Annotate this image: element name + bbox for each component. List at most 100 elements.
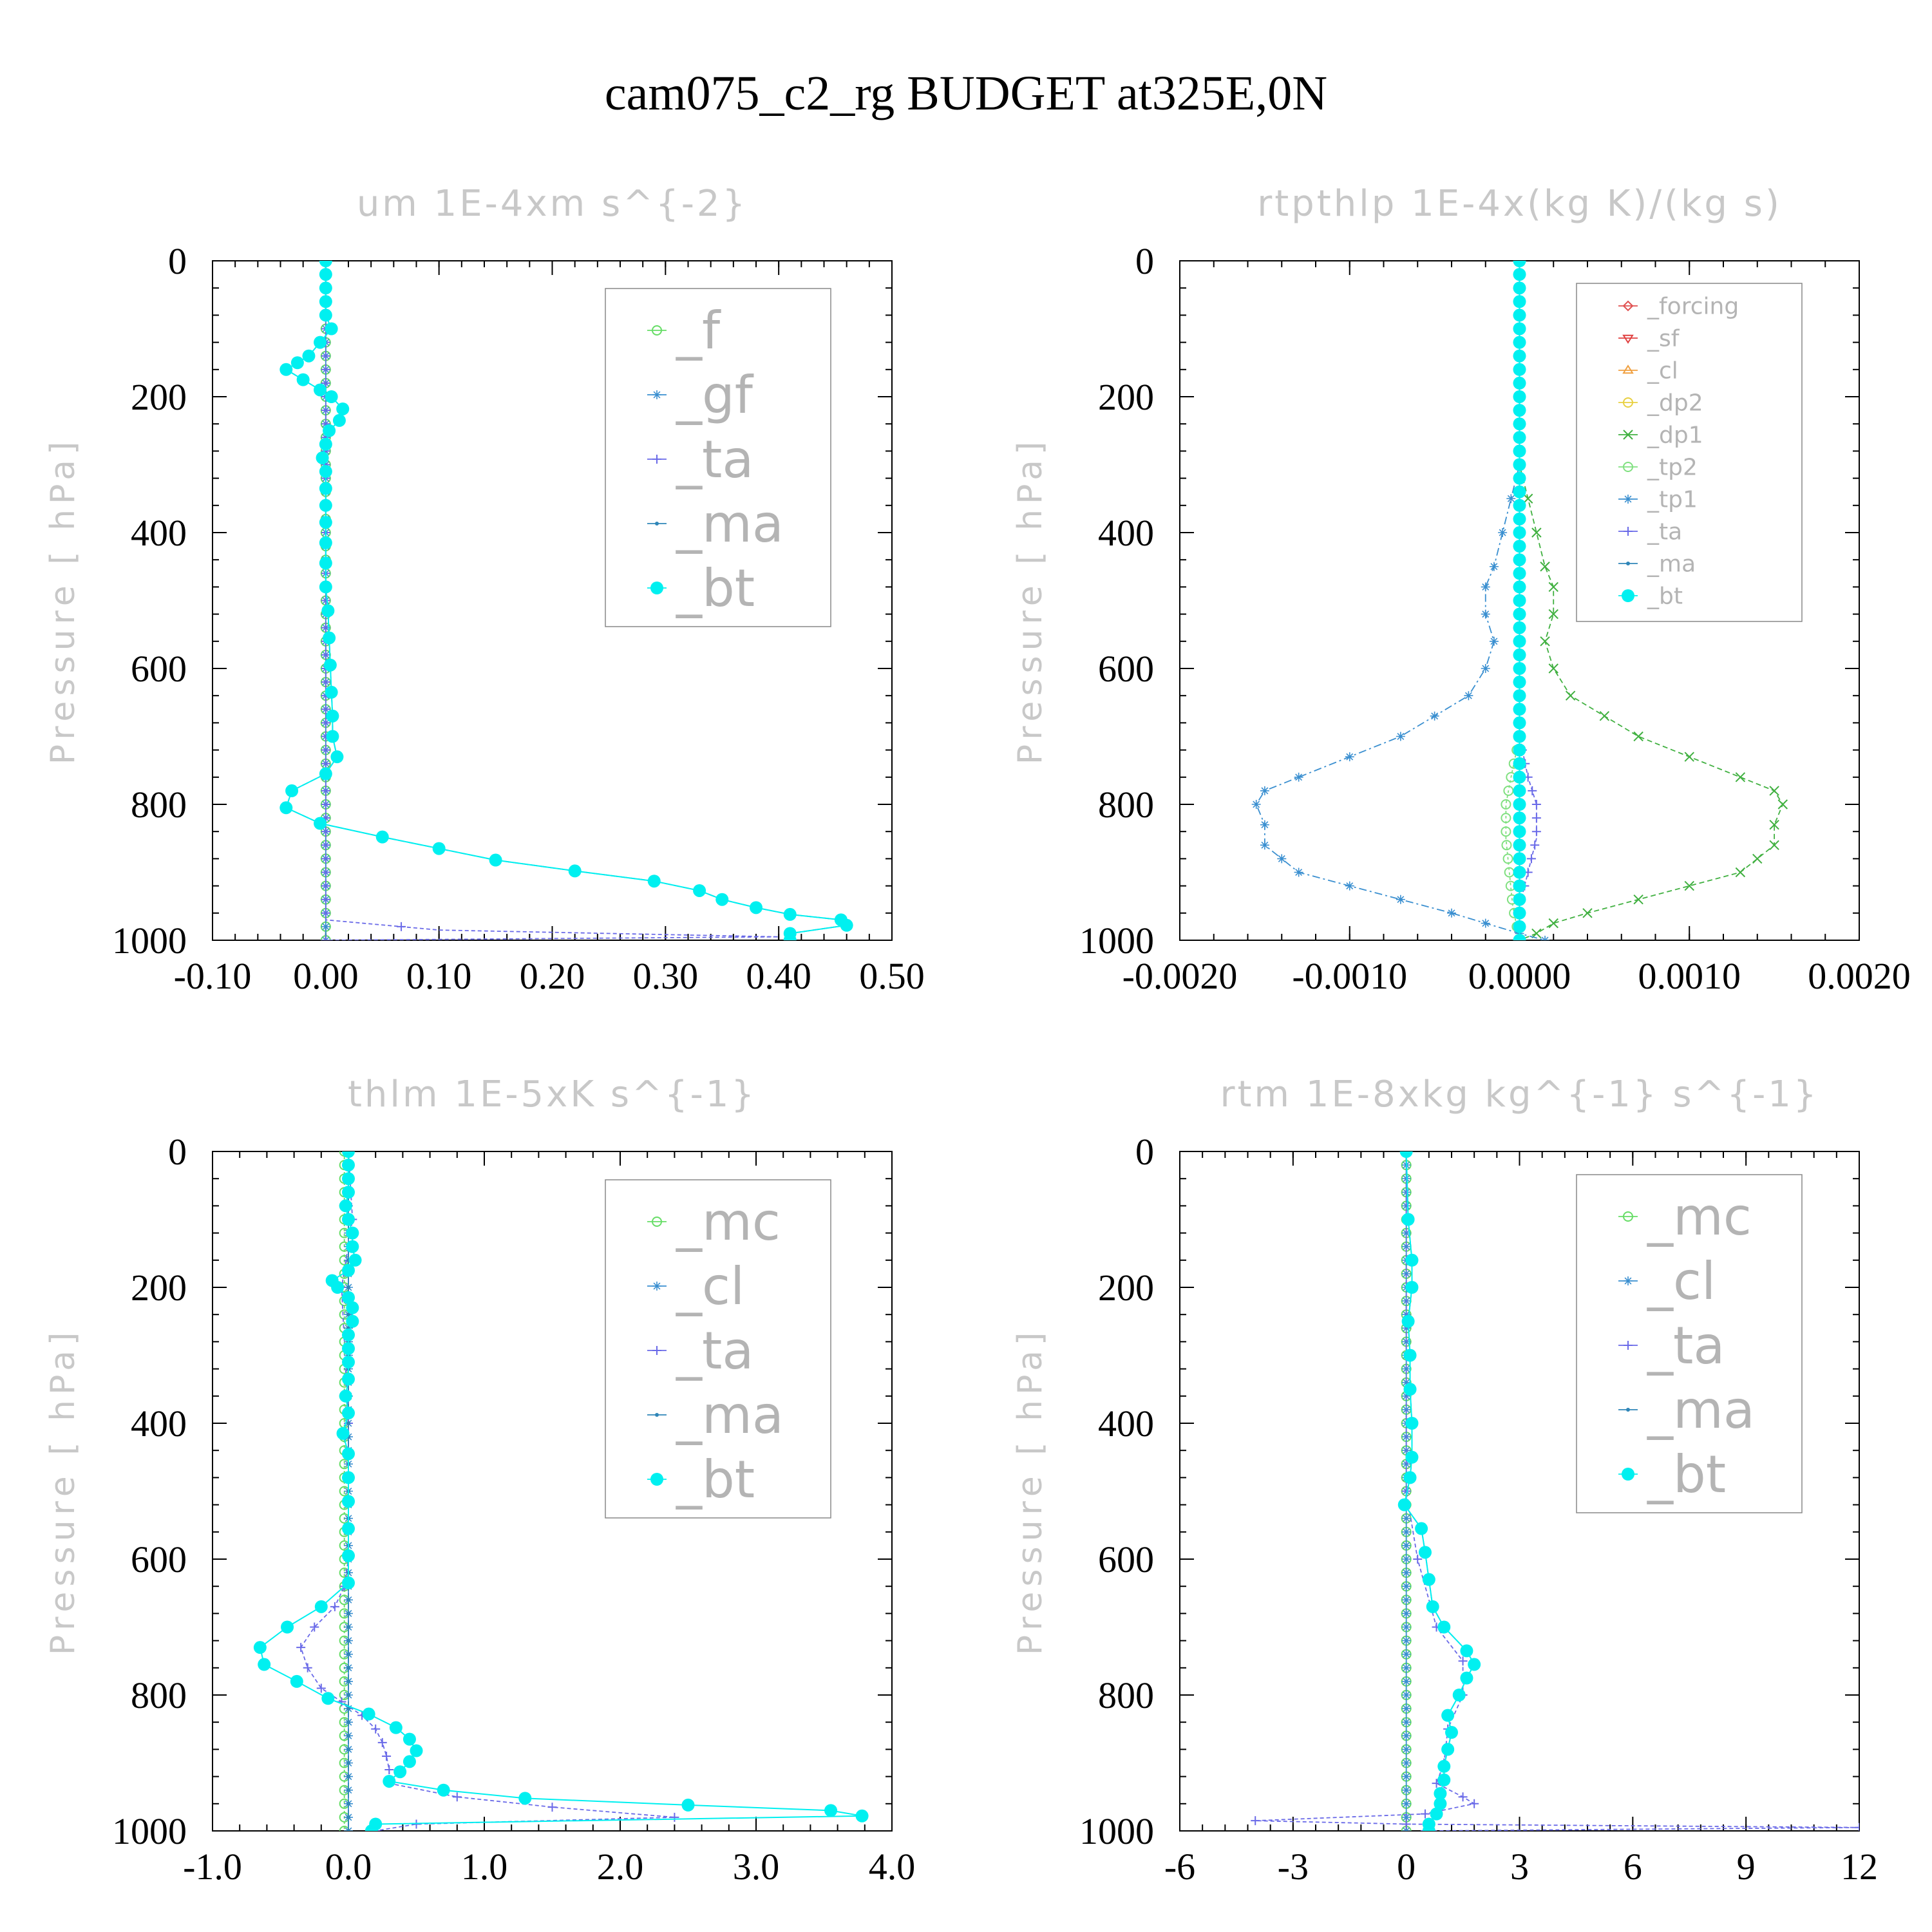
data-point <box>310 1622 319 1632</box>
data-point <box>1513 920 1526 933</box>
x-tick-label: 9 <box>1737 1846 1756 1888</box>
legend-marker <box>652 1282 661 1291</box>
data-point <box>321 840 330 850</box>
data-point <box>321 718 330 728</box>
data-point <box>1251 1816 1260 1826</box>
legend-item-cl: _cl <box>1618 358 1678 384</box>
legend-item-bt: _bt <box>647 558 755 618</box>
data-point <box>1418 1546 1432 1559</box>
data-point <box>1513 676 1526 689</box>
data-point <box>1430 711 1439 721</box>
x-tick-label: 0.0000 <box>1468 955 1571 997</box>
data-point <box>1531 827 1541 837</box>
data-point <box>1513 404 1526 417</box>
y-tick-label: 1000 <box>112 1810 187 1852</box>
data-point <box>1769 786 1779 796</box>
legend-marker <box>1623 430 1633 440</box>
legend-marker <box>1626 1408 1630 1412</box>
data-point <box>855 1809 869 1823</box>
data-point <box>342 1291 355 1304</box>
legend-marker <box>1622 365 1634 374</box>
data-point <box>1445 1726 1458 1739</box>
data-point <box>319 498 332 512</box>
data-point <box>339 1826 350 1831</box>
x-tick-label: 0.50 <box>859 955 925 997</box>
legend-item-ta: _ta <box>1618 519 1682 545</box>
data-point <box>253 1641 267 1654</box>
data-point <box>1481 664 1490 673</box>
data-point <box>1540 636 1550 647</box>
data-point <box>346 1788 350 1792</box>
legend: _forcing _sf _cl _dp2 _dp1 _tp2 _tp1 _ta _ma _bt <box>1576 283 1803 622</box>
legend-item-ma: _ma <box>647 494 784 554</box>
data-point <box>1513 594 1526 607</box>
legend-item-sf: _sf <box>1618 326 1680 352</box>
data-point <box>1513 376 1526 390</box>
data-point <box>346 1638 350 1643</box>
chart-panel-4: rtm 1E-8xkg kg^{-1} s^{-1} Pressure [ hPa… <box>1011 1074 1878 1888</box>
legend-marker <box>652 1217 662 1227</box>
data-point <box>1437 1773 1451 1786</box>
legend-marker <box>652 325 662 336</box>
legend-box <box>605 288 831 627</box>
data-point <box>346 1801 350 1806</box>
legend-marker <box>1622 1468 1634 1481</box>
chart-panel-3: thlm 1E-5xK s^{-1} Pressure [ hPa] -1.0 0.0… <box>44 1074 915 1888</box>
plot-area <box>1251 1151 1859 1831</box>
data-point <box>321 759 330 768</box>
data-point <box>1752 853 1763 864</box>
data-point <box>1401 1718 1411 1727</box>
data-point <box>1434 1797 1447 1810</box>
data-point <box>1397 1498 1411 1511</box>
data-point <box>321 745 330 755</box>
data-point <box>715 893 729 906</box>
data-point <box>281 1620 294 1634</box>
data-point <box>1401 1690 1411 1700</box>
data-point <box>1403 1349 1417 1362</box>
y-tick-label: 400 <box>1098 1403 1154 1444</box>
data-point <box>1401 1242 1411 1251</box>
x-tick-label: -3 <box>1278 1846 1309 1888</box>
legend-label: _bt <box>1647 1444 1726 1504</box>
data-point <box>1430 1807 1443 1821</box>
data-point <box>1401 1513 1411 1523</box>
y-axis-label: Pressure [ hPa] <box>44 437 82 765</box>
data-point <box>1396 895 1405 904</box>
data-point <box>1401 1540 1411 1550</box>
legend-item-ta: _ta <box>647 1321 753 1381</box>
data-point <box>1498 528 1508 537</box>
data-point <box>1548 609 1558 620</box>
data-point <box>346 1652 350 1656</box>
legend-label: _cl <box>1647 1251 1716 1311</box>
data-point <box>1399 1151 1413 1158</box>
data-point <box>1481 609 1490 619</box>
plot-frame <box>212 1151 893 1832</box>
data-point <box>1513 770 1526 784</box>
data-point <box>1513 648 1526 661</box>
data-point <box>321 922 330 931</box>
data-point <box>1513 336 1526 349</box>
data-point <box>568 864 582 878</box>
data-point <box>321 1692 335 1705</box>
data-point <box>346 1240 359 1253</box>
data-point <box>319 437 332 451</box>
legend-item-f: _f <box>647 301 721 361</box>
data-point <box>1540 562 1550 572</box>
data-point <box>342 1213 355 1226</box>
data-point <box>346 1312 350 1317</box>
data-point <box>316 1683 326 1693</box>
legend: _mc_cl_ta_ma_bt <box>605 1179 831 1519</box>
data-point <box>1530 840 1540 850</box>
data-point <box>1260 840 1269 850</box>
legend-label: _bt <box>1647 583 1683 610</box>
data-point <box>1489 636 1499 646</box>
data-point <box>342 1186 355 1199</box>
y-axis-label: Pressure [ hPa] <box>1011 437 1050 765</box>
data-point <box>296 373 310 386</box>
data-point <box>1401 1213 1415 1226</box>
legend-item-forcing: _forcing <box>1618 294 1739 320</box>
data-point <box>1540 936 1550 940</box>
data-point <box>1513 349 1526 363</box>
data-point <box>342 1576 355 1589</box>
data-point <box>346 1285 350 1289</box>
